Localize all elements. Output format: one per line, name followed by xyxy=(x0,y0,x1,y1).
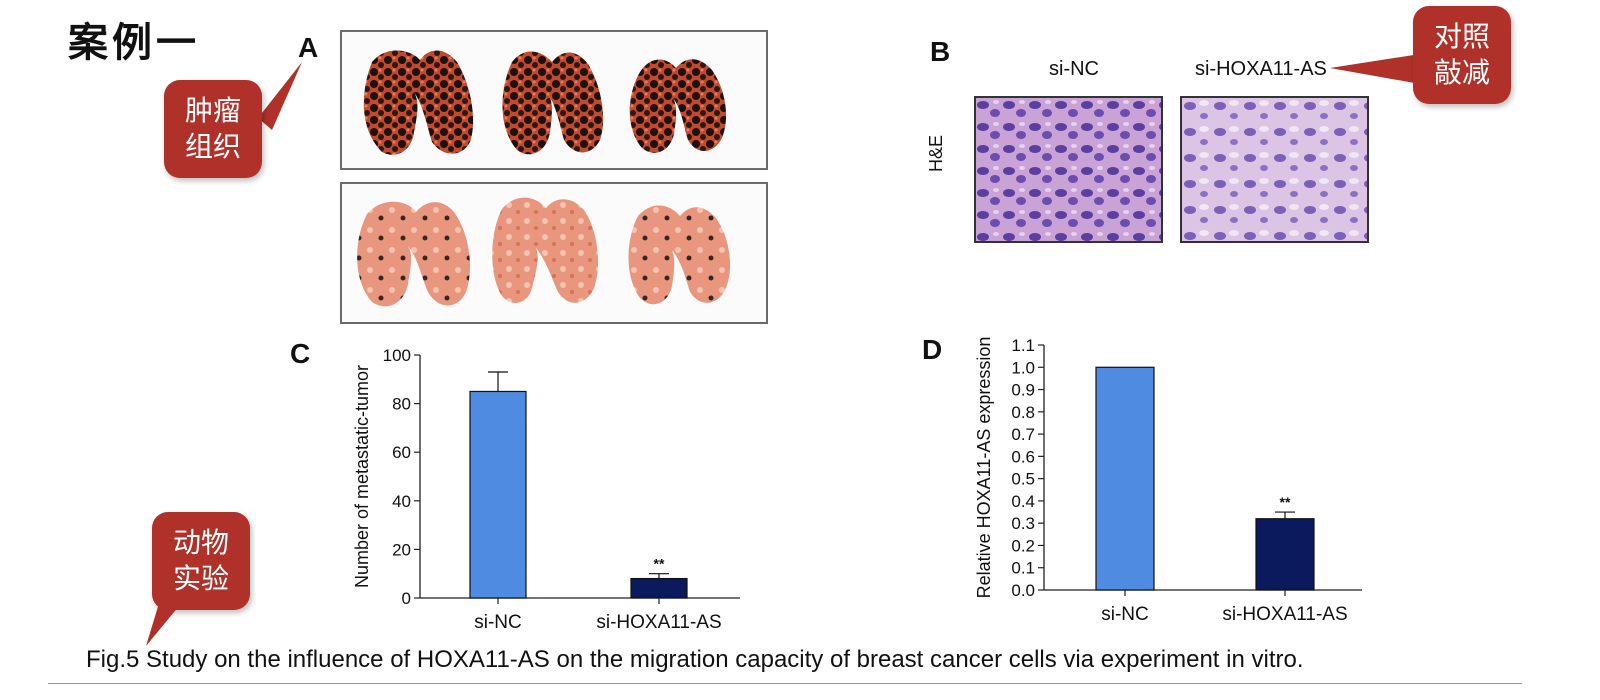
he-image-si-hoxa11-as xyxy=(1180,96,1369,243)
tumor-callout-line-1: 肿瘤 xyxy=(184,94,241,127)
he-col-si-hoxa11-as: si-HOXA11-AS xyxy=(1195,58,1327,80)
control-knockdown-callout: 对照 敲减 xyxy=(1413,6,1511,104)
control-callout-line-2: 敲减 xyxy=(1433,56,1490,89)
chart-d-significance-1: ** xyxy=(1280,494,1291,510)
he-image-si-nc xyxy=(974,96,1163,243)
animal-callout-line-1: 动物 xyxy=(172,526,229,559)
he-col-si-nc: si-NC xyxy=(1049,58,1099,80)
chart-d-y-tick-label: 0.3 xyxy=(1011,514,1035,533)
tumor-callout-pointer xyxy=(258,62,302,130)
chart-c-bar-0 xyxy=(469,390,527,599)
chart-c-category-label-1: si-HOXA11-AS xyxy=(596,612,721,633)
chart-d-y-tick-label: 1.1 xyxy=(1011,336,1035,355)
panel-d-label: D xyxy=(922,334,943,365)
chart-d-y-tick-label: 0.9 xyxy=(1011,381,1035,400)
chart-c-y-tick-label: 0 xyxy=(402,589,411,608)
chart-c-significance-1: ** xyxy=(654,556,665,572)
control-callout-line-1: 对照 xyxy=(1433,20,1490,53)
tumor-tissue-callout: 肿瘤 组织 xyxy=(164,80,262,178)
chart-d-y-axis-label: Relative HOXA11-AS expression xyxy=(974,337,994,599)
chart-d-category-label-0: si-NC xyxy=(1101,604,1149,625)
he-row-label: H&E xyxy=(926,134,946,172)
chart-d-category-label-1: si-HOXA11-AS xyxy=(1222,604,1347,625)
chart-c-y-axis-label: Number of metastatic-tumor xyxy=(352,365,372,588)
panel-b-label: B xyxy=(930,36,951,67)
chart-d-y-tick-label: 0.5 xyxy=(1011,470,1035,489)
chart-d-y-tick-label: 0.1 xyxy=(1011,559,1035,578)
chart-d-bar-1 xyxy=(1255,518,1315,591)
slide-title: 案例一 xyxy=(68,19,200,66)
chart-d-y-tick-label: 0.7 xyxy=(1011,425,1035,444)
he-stain-sparse xyxy=(1182,98,1367,241)
chart-c-metastatic-tumor: 0 20 40 60 80 100 Number of metastatic-tumor si… xyxy=(352,346,740,633)
tumor-callout-line-2: 组织 xyxy=(184,130,241,163)
lung-photo-si-hoxa11-as xyxy=(340,182,768,324)
chart-c-category-label-0: si-NC xyxy=(474,612,522,633)
animal-callout-line-2: 实验 xyxy=(172,562,229,595)
figure-caption: Fig.5 Study on the influence of HOXA11-A… xyxy=(86,646,1304,673)
chart-c-bar-1 xyxy=(630,577,688,599)
dark-lungs-image xyxy=(363,50,727,155)
chart-c-y-tick-label: 100 xyxy=(383,346,411,365)
chart-d-y-tick-label: 1.0 xyxy=(1011,358,1035,377)
chart-d-y-tick-label: 0.0 xyxy=(1011,581,1035,600)
animal-callout-pointer xyxy=(146,600,184,646)
lung-photo-si-nc xyxy=(340,30,768,170)
chart-d-y-tick-label: 0.2 xyxy=(1011,536,1035,555)
chart-d-y-tick-label: 0.8 xyxy=(1011,403,1035,422)
animal-experiment-callout: 动物 实验 xyxy=(152,512,250,610)
chart-c-y-tick-label: 80 xyxy=(392,395,411,414)
pink-lungs-image xyxy=(357,197,731,307)
he-stain-dense xyxy=(976,98,1161,241)
panel-a-label: A xyxy=(298,32,319,63)
control-callout-pointer xyxy=(1330,54,1420,84)
chart-d-y-tick-label: 0.4 xyxy=(1011,492,1035,511)
chart-d-bar-0 xyxy=(1095,366,1155,591)
chart-d-relative-expression: 0.0 0.1 0.2 0.3 0.4 0.5 0.6 0.7 0.8 0.9 1.0 1.1 Rela… xyxy=(974,336,1362,625)
chart-c-y-tick-label: 20 xyxy=(392,540,411,559)
chart-c-y-tick-label: 60 xyxy=(392,443,411,462)
chart-d-y-tick-label: 0.6 xyxy=(1011,447,1035,466)
chart-c-y-tick-label: 40 xyxy=(392,492,411,511)
bottom-divider xyxy=(48,683,1522,684)
panel-c-label: C xyxy=(290,338,311,369)
